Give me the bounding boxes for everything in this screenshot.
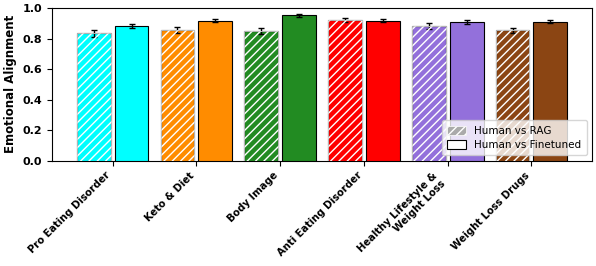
Bar	[450, 22, 483, 161]
Bar	[282, 15, 316, 161]
Y-axis label: Emotional Alignment: Emotional Alignment	[4, 15, 17, 153]
Bar	[328, 20, 362, 161]
Bar	[496, 30, 529, 161]
Bar	[244, 31, 278, 161]
Bar	[77, 33, 110, 161]
Bar	[244, 31, 278, 161]
Bar	[366, 21, 400, 161]
Legend: Human vs RAG, Human vs Finetuned: Human vs RAG, Human vs Finetuned	[442, 120, 586, 155]
Bar	[77, 33, 110, 161]
Bar	[160, 30, 194, 161]
Bar	[496, 30, 529, 161]
Bar	[328, 20, 362, 161]
Bar	[412, 26, 446, 161]
Bar	[412, 26, 446, 161]
Bar	[533, 22, 567, 161]
Bar	[114, 26, 148, 161]
Bar	[198, 21, 232, 161]
Bar	[160, 30, 194, 161]
